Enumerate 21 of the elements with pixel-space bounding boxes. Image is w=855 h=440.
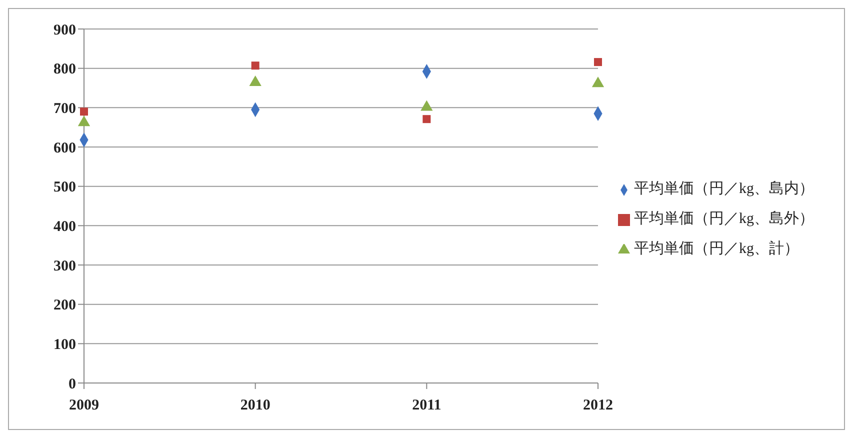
point [594, 58, 602, 66]
legend-label: 平均単価（円／kg、島外） [634, 211, 814, 227]
legend-label: 平均単価（円／kg、島内） [634, 181, 814, 197]
legend-label: 平均単価（円／kg、計） [634, 241, 799, 257]
y-tick-label: 900 [54, 22, 76, 38]
point [251, 62, 260, 70]
point [80, 108, 88, 116]
x-tick-label: 2011 [412, 398, 442, 414]
y-tick-label: 300 [54, 258, 76, 274]
y-tick-label: 400 [54, 218, 76, 235]
y-tick-label: 700 [54, 100, 76, 117]
y-tick-label: 100 [54, 336, 76, 353]
y-tick-label: 500 [54, 180, 76, 196]
y-tick-label: 600 [54, 140, 76, 156]
x-tick-label: 2009 [69, 398, 99, 414]
y-tick-label: 800 [54, 62, 76, 78]
x-tick-label: 2010 [240, 398, 270, 414]
y-tick-label: 200 [54, 298, 76, 314]
y-tick-label: 0 [68, 376, 76, 392]
point [422, 115, 431, 124]
x-tick-label: 2012 [583, 398, 613, 414]
